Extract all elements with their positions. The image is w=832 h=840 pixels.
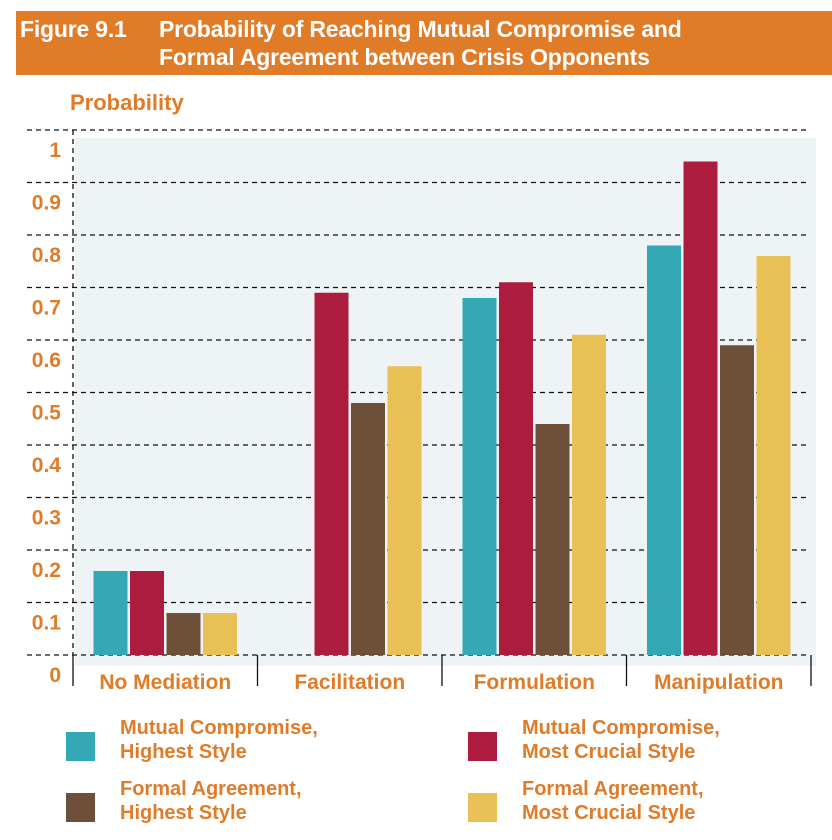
bar: [166, 613, 201, 655]
bar: [683, 161, 718, 655]
bar: [462, 298, 497, 655]
bar: [647, 245, 681, 655]
bar: [572, 334, 606, 655]
x-tick-label: Formulation: [474, 671, 595, 694]
y-tick-label: 0.8: [32, 244, 62, 267]
figure-title-line-1: Probability of Reaching Mutual Compromis…: [159, 16, 682, 42]
bar: [535, 424, 570, 655]
bar: [756, 256, 791, 655]
figure-number: Figure 9.1: [20, 16, 127, 42]
bar: [93, 571, 128, 655]
figure-title-line-2: Formal Agreement between Crisis Opponent…: [159, 44, 650, 70]
bar: [387, 366, 422, 655]
y-axis-label: Probability: [70, 90, 184, 115]
y-tick-label: 0.6: [32, 349, 61, 372]
legend-item: Formal Agreement, Highest Style: [66, 778, 426, 839]
legend-swatch: [468, 793, 497, 822]
x-axis: [72, 655, 812, 686]
y-tick-label: 0.1: [32, 612, 62, 635]
x-tick-label: Facilitation: [294, 671, 405, 694]
bar: [130, 571, 164, 655]
bar: [314, 292, 349, 655]
legend-label: Formal Agreement, Highest Style: [120, 778, 302, 824]
bar: [203, 613, 237, 655]
y-tick-label: 0.2: [32, 559, 61, 582]
bar: [499, 282, 533, 655]
legend-item: Mutual Compromise, Highest Style: [66, 717, 426, 778]
y-tick-label: 0.5: [32, 402, 62, 425]
x-tick-label: Manipulation: [654, 671, 784, 694]
bar: [351, 403, 385, 655]
legend-label: Mutual Compromise, Most Crucial Style: [522, 717, 720, 763]
y-tick-label: 0.3: [32, 507, 61, 530]
legend-swatch: [66, 793, 95, 822]
y-tick-label: 0: [49, 664, 61, 687]
legend-swatch: [66, 732, 95, 761]
bar: [720, 345, 754, 655]
y-tick-label: 0.7: [32, 297, 61, 320]
y-tick-label: 0.4: [32, 454, 62, 477]
legend-swatch: [468, 732, 497, 761]
y-tick-label: 1: [49, 139, 61, 162]
y-tick-label: 0.9: [32, 192, 61, 215]
bar-chart: 0 0.1 0.2 0.3 0.4 0.5 0.6 0.7 0.8 0.9 1 No Mediati…: [27, 129, 816, 694]
x-tick-labels: No Mediation Facilitation Formulation Manip…: [99, 671, 783, 694]
figure-header: Figure 9.1 Probability of Reaching Mutua…: [16, 11, 832, 75]
bars: [93, 161, 791, 655]
legend-item: Mutual Compromise, Most Crucial Style: [468, 717, 828, 778]
legend-label: Mutual Compromise, Highest Style: [120, 717, 318, 763]
legend-item: Formal Agreement, Most Crucial Style: [468, 778, 828, 839]
x-tick-label: No Mediation: [99, 671, 231, 694]
legend-label: Formal Agreement, Most Crucial Style: [522, 778, 704, 824]
y-tick-labels: 0 0.1 0.2 0.3 0.4 0.5 0.6 0.7 0.8 0.9 1: [32, 139, 62, 687]
